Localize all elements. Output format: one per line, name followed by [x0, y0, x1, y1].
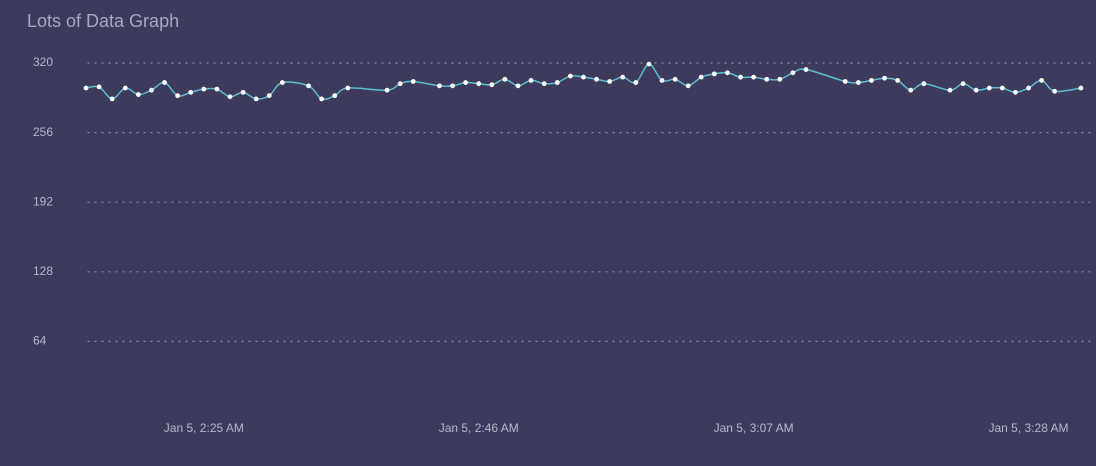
- data-point: [188, 89, 194, 95]
- x-tick-label: Jan 5, 3:07 AM: [714, 421, 794, 435]
- data-point: [895, 78, 901, 83]
- data-point: [227, 94, 233, 100]
- data-point: [253, 96, 259, 102]
- data-point: [869, 78, 874, 83]
- data-point: [764, 76, 770, 82]
- data-point: [842, 79, 848, 84]
- data-point: [1039, 78, 1045, 83]
- data-point: [594, 76, 599, 82]
- data-point: [384, 87, 390, 93]
- data-point: [751, 74, 757, 80]
- data-point: [607, 79, 613, 84]
- data-point: [554, 80, 560, 85]
- data-point: [581, 74, 586, 80]
- data-point: [149, 87, 154, 93]
- data-point: [96, 84, 102, 90]
- data-point: [698, 74, 704, 80]
- y-tick-label: 256: [33, 125, 53, 139]
- data-point: [541, 81, 547, 87]
- data-point: [463, 80, 469, 85]
- data-point: [515, 83, 521, 89]
- data-point: [332, 93, 338, 99]
- data-point: [240, 89, 246, 95]
- data-point: [175, 93, 181, 99]
- data-point: [973, 87, 979, 93]
- data-point: [83, 85, 89, 91]
- data-point: [908, 87, 914, 93]
- data-point: [319, 96, 325, 102]
- data-point: [109, 96, 115, 102]
- data-point: [672, 76, 678, 82]
- data-point: [855, 80, 861, 85]
- chart-title: Lots of Data Graph: [27, 11, 179, 31]
- data-point: [1013, 89, 1018, 95]
- data-point: [685, 83, 691, 89]
- data-point: [306, 83, 311, 89]
- y-tick-label: 192: [33, 194, 53, 208]
- data-point: [214, 86, 220, 92]
- data-point: [266, 93, 272, 99]
- data-point: [999, 85, 1005, 91]
- data-point: [567, 73, 573, 79]
- data-point: [279, 80, 285, 85]
- data-point: [450, 83, 455, 89]
- data-point: [986, 85, 992, 91]
- data-point: [528, 78, 534, 83]
- data-point: [777, 76, 783, 82]
- data-point: [201, 86, 207, 92]
- x-tick-label: Jan 5, 2:46 AM: [439, 421, 519, 435]
- data-line: [85, 63, 1082, 101]
- data-point: [947, 87, 953, 93]
- data-point: [738, 74, 743, 80]
- data-point: [725, 70, 730, 76]
- data-point: [410, 79, 416, 84]
- data-point: [882, 75, 887, 81]
- data-point: [790, 70, 796, 76]
- data-point: [1026, 85, 1031, 91]
- data-point: [476, 81, 482, 87]
- data-point: [633, 80, 639, 85]
- data-point: [921, 81, 927, 87]
- data-point: [711, 71, 717, 77]
- data-point: [659, 78, 665, 83]
- data-point: [620, 74, 626, 80]
- data-point: [960, 81, 966, 87]
- y-tick-label: 320: [33, 55, 53, 69]
- data-point: [122, 85, 128, 91]
- data-point: [803, 67, 809, 72]
- x-tick-label: Jan 5, 2:25 AM: [164, 421, 244, 435]
- data-point: [646, 61, 652, 67]
- data-point: [502, 76, 508, 82]
- data-point: [437, 83, 442, 89]
- data-point: [1052, 88, 1058, 94]
- y-tick-label: 64: [33, 334, 47, 348]
- data-point: [162, 80, 167, 85]
- data-point: [135, 92, 141, 97]
- data-point: [489, 82, 495, 88]
- data-point: [397, 81, 403, 87]
- y-tick-label: 128: [33, 264, 53, 278]
- data-point: [1078, 85, 1084, 91]
- x-tick-label: Jan 5, 3:28 AM: [989, 421, 1069, 435]
- data-point: [345, 85, 351, 91]
